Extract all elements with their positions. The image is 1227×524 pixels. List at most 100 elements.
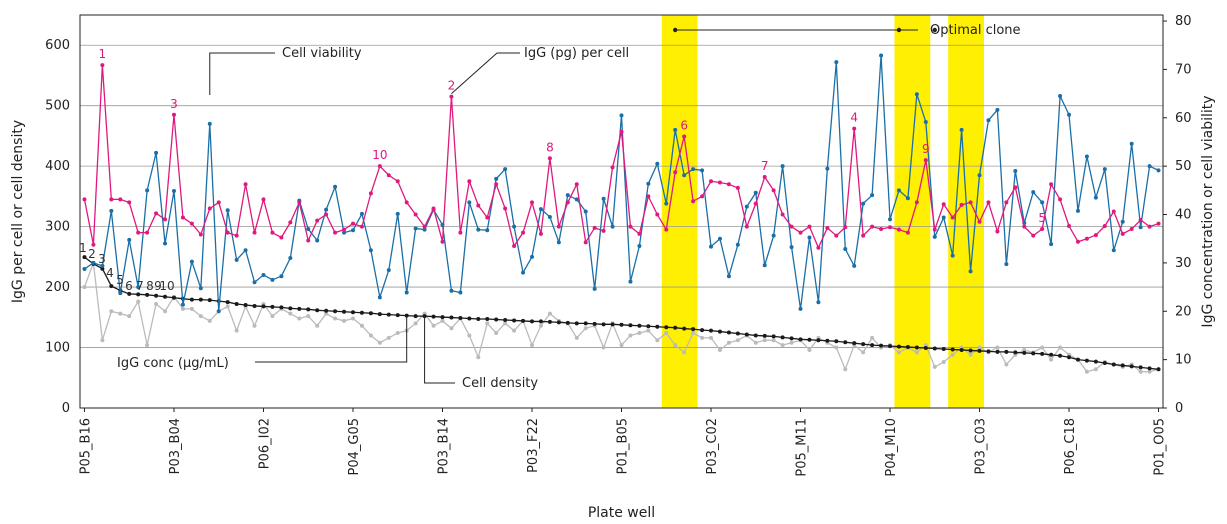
data-point <box>225 300 230 305</box>
data-point <box>521 270 526 275</box>
data-point <box>914 345 919 350</box>
data-point <box>306 238 311 243</box>
y-right-tick-label: 20 <box>1175 304 1192 319</box>
start-label-1: 1 <box>79 241 87 255</box>
data-point <box>753 340 758 345</box>
data-point <box>995 229 1000 234</box>
data-point <box>870 335 875 340</box>
data-point <box>861 201 866 206</box>
data-point <box>145 230 150 235</box>
data-point <box>189 221 194 226</box>
data-point <box>923 158 928 163</box>
data-point <box>1049 357 1054 362</box>
rank-label-8: 8 <box>546 140 554 154</box>
data-point <box>1111 362 1116 367</box>
x-tick-label: P01_B05 <box>616 418 631 474</box>
data-point <box>583 321 588 326</box>
data-point <box>619 322 624 327</box>
data-point <box>923 343 928 348</box>
highlight-band-2 <box>894 15 931 408</box>
data-point <box>888 217 893 222</box>
data-point <box>914 200 919 205</box>
y-left-tick-label: 300 <box>45 220 70 235</box>
x-tick-label: P03_B04 <box>168 418 183 474</box>
data-point <box>359 310 364 315</box>
data-point <box>852 126 857 131</box>
data-point <box>333 316 338 321</box>
data-point <box>628 323 633 328</box>
data-point <box>700 335 705 340</box>
data-point <box>1084 358 1089 363</box>
data-point <box>896 350 901 355</box>
data-point <box>288 306 293 311</box>
data-point <box>861 233 866 238</box>
data-point <box>198 314 203 319</box>
data-point <box>163 309 168 314</box>
data-point <box>968 200 973 205</box>
data-point <box>377 295 382 300</box>
data-point <box>324 308 329 313</box>
data-point <box>270 277 275 282</box>
data-point <box>771 334 776 339</box>
data-point <box>1138 365 1143 370</box>
data-point <box>82 197 87 202</box>
data-point <box>601 228 606 233</box>
data-point <box>145 292 150 297</box>
data-point <box>476 355 481 360</box>
data-point <box>744 332 749 337</box>
data-point <box>350 228 355 233</box>
data-point <box>968 348 973 353</box>
data-point <box>413 321 418 326</box>
data-point <box>601 345 606 350</box>
data-point <box>368 191 373 196</box>
data-point <box>762 338 767 343</box>
data-point <box>914 350 919 355</box>
data-point <box>91 242 96 247</box>
series-3 <box>82 260 1161 374</box>
rank-label-10: 10 <box>372 148 387 162</box>
data-point <box>252 303 257 308</box>
data-point <box>1075 239 1080 244</box>
data-point <box>592 225 597 230</box>
data-point <box>771 188 776 193</box>
data-point <box>1022 347 1027 352</box>
data-point <box>279 235 284 240</box>
data-point <box>637 331 642 336</box>
data-point <box>1093 233 1098 238</box>
data-point <box>404 290 409 295</box>
data-point <box>574 321 579 326</box>
data-point <box>261 304 266 309</box>
data-point <box>691 331 696 336</box>
data-point <box>959 127 964 132</box>
data-point <box>1156 221 1161 226</box>
data-point <box>1156 367 1161 372</box>
data-point <box>673 343 678 348</box>
data-point <box>467 179 472 184</box>
data-point <box>789 224 794 229</box>
y-right-tick-label: 0 <box>1175 401 1183 416</box>
data-point <box>592 286 597 291</box>
rank-label-1: 1 <box>99 47 107 61</box>
optimal-clone-marker <box>673 27 678 33</box>
data-point <box>1058 94 1063 99</box>
data-point <box>968 352 973 357</box>
data-point <box>207 121 212 126</box>
data-point <box>610 322 615 327</box>
data-point <box>735 338 740 343</box>
data-point <box>664 201 669 206</box>
data-point <box>395 179 400 184</box>
data-point <box>512 224 517 229</box>
data-point <box>225 304 230 309</box>
annotation-cell-density: Cell density <box>462 376 538 391</box>
data-point <box>512 328 517 333</box>
data-point <box>986 200 991 205</box>
data-point <box>127 237 132 242</box>
data-point <box>368 333 373 338</box>
data-point <box>547 319 552 324</box>
data-point <box>825 338 830 343</box>
data-point <box>995 349 1000 354</box>
data-point <box>1102 224 1107 229</box>
data-point <box>798 337 803 342</box>
data-point <box>583 209 588 214</box>
